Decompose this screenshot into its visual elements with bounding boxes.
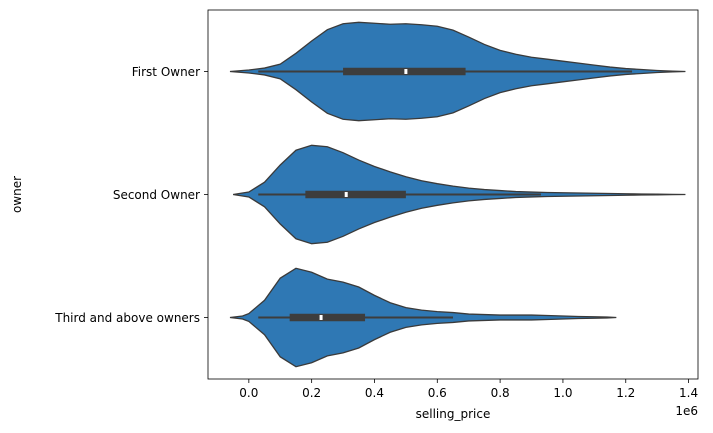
x-axis-label: selling_price <box>416 407 491 421</box>
violin-iqr-box <box>289 313 366 322</box>
violin-median <box>319 315 323 320</box>
y-tick-label: Third and above owners <box>54 311 200 325</box>
x-tick-label: 0.0 <box>239 386 258 400</box>
violin-median <box>344 192 348 197</box>
x-tick-label: 0.2 <box>302 386 321 400</box>
x-tick-label: 0.4 <box>365 386 384 400</box>
y-tick-label: First Owner <box>132 65 200 79</box>
x-tick-label: 1.0 <box>553 386 572 400</box>
violin-iqr-box <box>305 190 406 199</box>
plot-frame <box>207 9 699 380</box>
x-tick-label: 0.8 <box>491 386 510 400</box>
violin-iqr-box <box>343 67 466 76</box>
y-tick-label: Second Owner <box>113 188 200 202</box>
y-axis-label: owner <box>10 176 24 213</box>
violins-layer <box>229 21 686 368</box>
x-tick-label: 1.4 <box>679 386 698 400</box>
x-tick-label: 0.6 <box>428 386 447 400</box>
x-offset-label: 1e6 <box>675 404 698 418</box>
y-axis: First Owner Second Owner Third and above o… <box>54 65 208 325</box>
x-axis: 0.0 0.2 0.4 0.6 0.8 1.0 1.2 1.4 <box>239 379 698 400</box>
x-tick-label: 1.2 <box>616 386 635 400</box>
violin-median <box>404 69 408 74</box>
